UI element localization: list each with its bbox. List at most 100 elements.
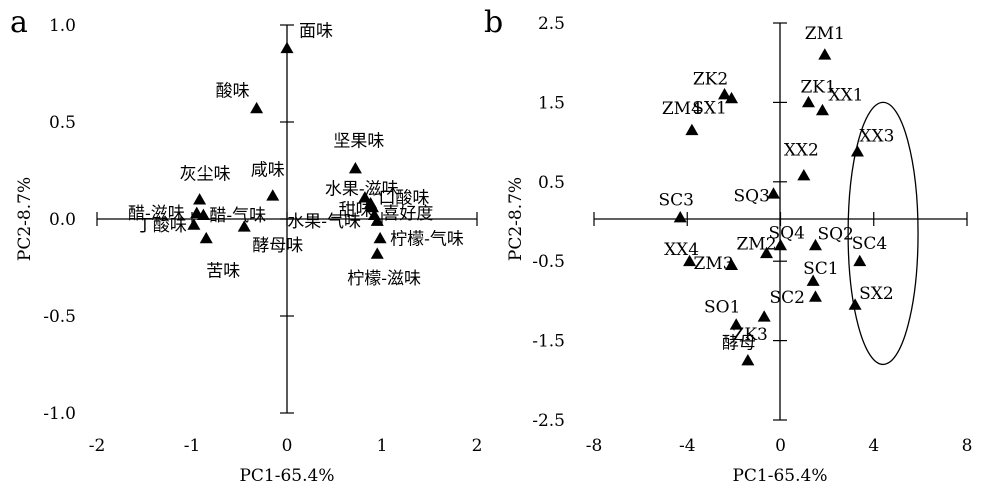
data-point-marker <box>729 318 743 330</box>
data-point-marker <box>683 254 697 267</box>
data-point-label: ZK3 <box>733 325 768 345</box>
data-point-label: XX2 <box>784 140 819 160</box>
y-tick-label: -1.5 <box>532 332 565 352</box>
data-point-label: 水果-滋味 <box>325 180 399 200</box>
data-point-label: SX1 <box>692 98 727 118</box>
data-point-label: ZM3 <box>694 254 734 274</box>
data-point-marker <box>196 208 210 220</box>
data-point-label: 咸味 <box>251 161 285 181</box>
panel-b: b -8 -4 0 4 8 -2.5 -1.5 -0.5 0.5 1.5 2.5 PC1-65.4% PC… <box>484 5 972 486</box>
y-tick-label: 1.5 <box>538 93 565 113</box>
data-point-marker <box>373 231 387 244</box>
y-tick-label: -0.5 <box>532 252 565 272</box>
data-point-label: 丁酸味 <box>136 216 187 236</box>
data-point-marker <box>848 298 862 310</box>
data-point-marker <box>760 246 774 259</box>
data-point-label: XX3 <box>859 127 894 147</box>
y-tick-label: 1.0 <box>49 16 76 36</box>
data-point-marker <box>280 41 294 54</box>
data-point-label: SC3 <box>659 191 694 211</box>
y-tick-label: 2.5 <box>538 14 565 34</box>
data-point-label: 喜好度 <box>382 204 433 224</box>
data-point-marker <box>767 187 781 199</box>
data-point-marker <box>199 231 213 244</box>
group-ellipse <box>847 101 919 366</box>
data-point-label: 苦味 <box>206 261 240 281</box>
data-point-label: SQ4 <box>769 223 805 243</box>
x-axis-title: PC1-65.4% <box>732 466 827 486</box>
data-point-marker <box>725 91 739 104</box>
x-tick-label: 1 <box>377 436 388 456</box>
data-point-marker <box>685 123 699 136</box>
data-point-label: XX4 <box>664 240 699 260</box>
data-point-marker <box>370 214 384 226</box>
data-point-marker <box>187 218 201 230</box>
data-point-marker <box>348 162 362 174</box>
data-point-label: SC2 <box>769 288 804 308</box>
x-tick-label: 8 <box>962 436 973 456</box>
panel-label: a <box>10 5 28 40</box>
x-tick-label: -1 <box>184 436 201 456</box>
panel-a: a -2 -1 0 1 2 -1.0 -0.5 0.0 0.5 1.0 PC1-65.4% PC2-8.… <box>10 5 482 486</box>
y-tick-label: -2.5 <box>532 411 565 431</box>
data-point-marker <box>673 211 687 223</box>
data-point-label: ZM2 <box>737 234 777 254</box>
data-point-marker <box>193 193 207 205</box>
data-point-marker <box>725 258 739 271</box>
data-point-label: 柠檬-气味 <box>390 229 464 249</box>
data-point-marker <box>757 310 771 322</box>
data-point-label: XX1 <box>828 85 863 105</box>
data-point-label: 酵母 <box>722 333 756 353</box>
data-point-marker <box>370 247 384 259</box>
y-tick-label: 0.5 <box>538 173 565 193</box>
data-point-marker <box>815 103 829 116</box>
data-point-label: SC1 <box>803 259 838 279</box>
data-point-label: 醋-气味 <box>209 206 266 226</box>
x-tick-label: -8 <box>586 436 603 456</box>
data-point-marker <box>741 353 755 366</box>
data-point-label: SQ3 <box>734 187 770 207</box>
data-point-label: SC4 <box>852 234 887 254</box>
data-point-label: SQ2 <box>817 224 853 244</box>
data-point-label: 面味 <box>299 21 333 41</box>
data-point-label: ZM4 <box>662 99 702 119</box>
data-point-label: 水果-气味 <box>287 212 361 232</box>
x-tick-label: 2 <box>472 436 483 456</box>
data-point-label: ZK1 <box>800 77 835 97</box>
x-tick-label: -2 <box>89 436 106 456</box>
data-point-marker <box>237 220 251 232</box>
data-point-marker <box>808 290 822 302</box>
data-point-label: ZK2 <box>693 69 728 89</box>
data-point-label: 口酸味 <box>379 188 430 208</box>
data-point-label: 醋-滋味 <box>128 204 185 224</box>
x-axis-title: PC1-65.4% <box>239 466 334 486</box>
y-tick-label: 0.0 <box>49 210 76 230</box>
data-point-marker <box>718 87 732 100</box>
data-point-label: 坚果味 <box>333 132 384 152</box>
data-point-marker <box>818 48 832 60</box>
y-tick-label: -1.0 <box>43 404 76 424</box>
y-tick-label: -0.5 <box>43 307 76 327</box>
data-point-label: 柠檬-滋味 <box>347 269 421 289</box>
y-axis-title: PC2-8.7% <box>15 177 35 261</box>
x-tick-label: 0 <box>282 436 293 456</box>
data-point-marker <box>853 254 867 267</box>
data-point-label: 酵母味 <box>252 236 303 256</box>
data-point-label: 灰尘味 <box>180 165 231 185</box>
data-point-marker <box>808 238 822 251</box>
data-point-label: SO1 <box>704 298 740 318</box>
data-point-label: 酸味 <box>216 81 250 101</box>
data-point-marker <box>358 191 372 203</box>
y-tick-label: 0.5 <box>49 113 76 133</box>
data-point-marker <box>366 200 379 213</box>
data-point-label: 甜味 <box>339 200 373 220</box>
data-point-marker <box>774 238 787 251</box>
data-point-marker <box>806 274 820 286</box>
data-point-marker <box>797 168 811 181</box>
y-axis-title: PC2-8.7% <box>506 177 526 261</box>
x-tick-label: 0 <box>775 436 786 456</box>
data-point-marker <box>801 95 815 108</box>
data-point-marker <box>850 145 864 157</box>
x-tick-label: 4 <box>868 436 879 456</box>
